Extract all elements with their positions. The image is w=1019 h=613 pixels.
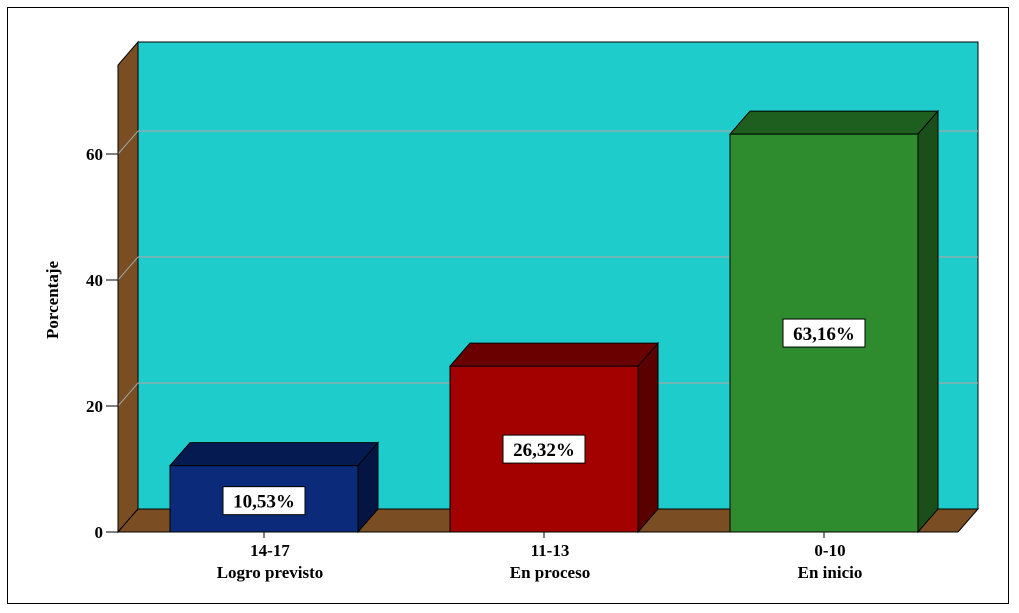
gridline-side bbox=[117, 382, 139, 407]
data-label: 10,53% bbox=[233, 492, 295, 513]
data-label-box bbox=[782, 318, 866, 348]
x-tick-label: 11-13 bbox=[531, 541, 570, 560]
data-label-box bbox=[222, 486, 306, 516]
y-tick-label: 0 bbox=[95, 523, 104, 542]
y-tick-label: 40 bbox=[86, 271, 103, 290]
x-tick-label: En proceso bbox=[510, 563, 590, 582]
bar-top bbox=[168, 442, 380, 467]
bar-side bbox=[917, 109, 939, 534]
bar-top bbox=[448, 342, 660, 367]
x-tick-label: 0-10 bbox=[814, 541, 845, 560]
x-tick-label: Logro previsto bbox=[217, 563, 324, 582]
y-tick-label: 20 bbox=[86, 397, 103, 416]
bar-side bbox=[637, 341, 659, 534]
bar-top bbox=[728, 110, 940, 135]
data-label: 26,32% bbox=[513, 440, 575, 461]
bars-group: 10,53% 26,32% 63,16% bbox=[168, 109, 940, 534]
gridline-side bbox=[117, 256, 139, 281]
data-label: 63,16% bbox=[793, 324, 855, 345]
x-tick-label: En inicio bbox=[798, 563, 863, 582]
y-tick-label: 60 bbox=[86, 145, 103, 164]
gridline-side bbox=[117, 130, 139, 155]
chart-frame bbox=[7, 7, 1009, 604]
x-tick-label: 14-17 bbox=[250, 541, 290, 560]
axes-group: 0 20 40 60 14-17 Logro previsto 11-13 En proces… bbox=[86, 65, 958, 582]
side-wall bbox=[117, 40, 139, 534]
y-axis-title: Porcentaje bbox=[43, 261, 62, 339]
data-label-box bbox=[502, 434, 586, 464]
